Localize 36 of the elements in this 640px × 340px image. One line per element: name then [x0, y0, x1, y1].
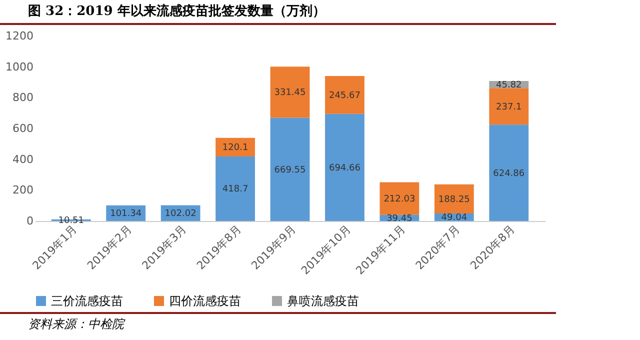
data-label: 120.1 [222, 143, 248, 154]
data-label: 101.34 [110, 209, 142, 220]
bar [325, 76, 364, 114]
legend-label: 四价流感疫苗 [169, 294, 241, 308]
data-label: 624.86 [493, 168, 525, 179]
data-label: 102.02 [164, 209, 196, 220]
text: 资料来源：中检院 [0, 312, 556, 333]
y-tick-label: 400 [12, 152, 34, 166]
bar [434, 184, 474, 214]
y-tick-label: 1000 [6, 60, 34, 74]
data-label: 245.67 [328, 90, 360, 101]
data-label: 45.82 [496, 80, 522, 91]
chart-title: 图 32：2019 年以来流感疫苗批签发数量（万剂） [0, 0, 556, 25]
data-label: 188.25 [438, 194, 470, 205]
legend-label: 鼻喷流感疫苗 [287, 294, 359, 308]
bar [489, 124, 529, 221]
data-label: 418.7 [222, 184, 248, 195]
data-label: 49.04 [441, 213, 468, 224]
bar [270, 118, 310, 221]
bar [216, 138, 255, 156]
bar [380, 182, 420, 215]
bar [270, 66, 310, 118]
data-label: 237.1 [496, 102, 522, 112]
data-label: 331.45 [274, 88, 306, 98]
data-label: 694.66 [328, 163, 361, 174]
y-tick-label: 1200 [6, 30, 34, 42]
bar [216, 156, 255, 221]
data-label: 669.55 [274, 165, 306, 176]
data-label: 212.03 [384, 194, 416, 205]
y-tick-label: 800 [12, 91, 34, 104]
y-tick-label: 600 [12, 122, 34, 135]
bar [489, 88, 529, 125]
bar [325, 114, 364, 221]
y-tick-label: 0 [26, 214, 34, 228]
y-tick-label: 200 [12, 184, 34, 197]
legend-label: 三价流感疫苗 [51, 294, 123, 308]
